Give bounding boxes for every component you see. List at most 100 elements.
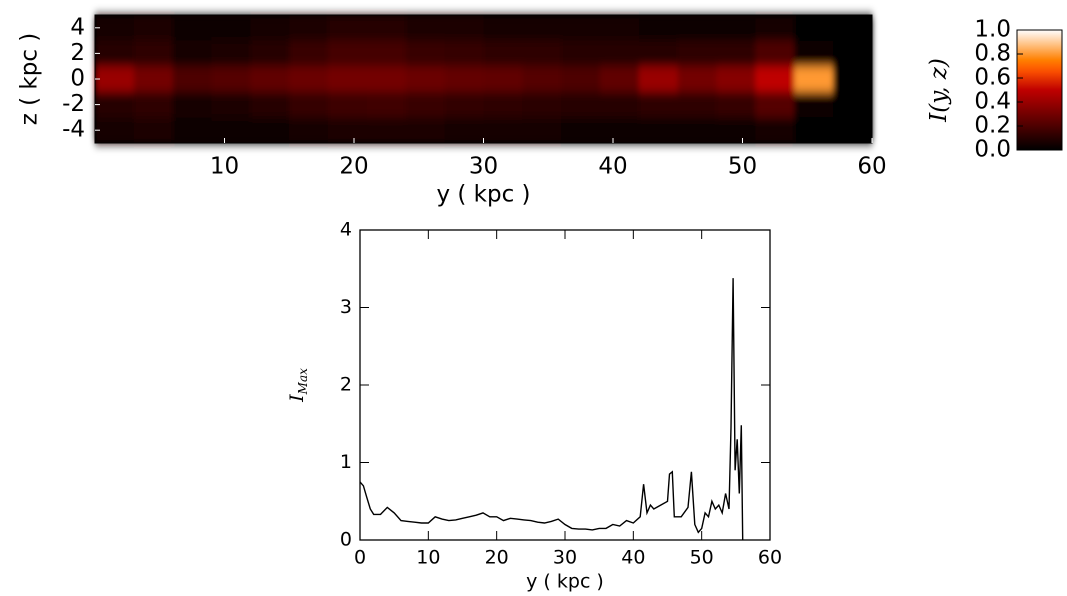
- x-tick-label: 20: [339, 154, 368, 180]
- x-tick-label: 20: [485, 547, 509, 569]
- heatmap-cell: [250, 91, 290, 118]
- heatmap-cell: [133, 15, 174, 42]
- x-tick-label: 50: [728, 154, 757, 180]
- heatmap-cell: [366, 40, 407, 67]
- heatmap-cell: [638, 40, 679, 67]
- heatmap-cell: [755, 91, 795, 118]
- heatmap-cell: [444, 91, 484, 118]
- heatmap-cell: [833, 66, 873, 93]
- heatmap-cell: [250, 15, 290, 42]
- heatmap-cell: [133, 66, 174, 93]
- heatmap-cell: [328, 40, 368, 67]
- heatmap-cell: [561, 91, 601, 118]
- y-tick-label: 4: [340, 219, 352, 241]
- heatmap-cell: [833, 40, 873, 67]
- heatmap-cell: [755, 15, 795, 42]
- heatmap-cell: [172, 40, 213, 67]
- heatmap-cell: [211, 66, 251, 93]
- y-tick-label: 1: [340, 451, 352, 473]
- heatmap-cell: [561, 40, 601, 67]
- heatmap-cell: [794, 40, 834, 67]
- y-tick-label: 3: [340, 296, 352, 318]
- heatmap-cell: [366, 117, 407, 144]
- heatmap-cell: [716, 66, 756, 93]
- heatmap-cell: [444, 15, 484, 42]
- heatmap-cell: [405, 117, 446, 144]
- heatmap-cell: [794, 66, 834, 93]
- x-axis-label: y ( kpc ): [436, 182, 530, 208]
- heatmap-cell: [833, 91, 873, 118]
- heatmap-cell: [289, 66, 329, 93]
- heatmap-cell: [716, 117, 756, 144]
- heatmap-cell: [483, 15, 523, 42]
- heatmap-cell: [716, 91, 756, 118]
- heatmap-cell: [95, 15, 135, 42]
- heatmap-cell: [522, 15, 562, 42]
- heatmap-cell: [833, 15, 873, 42]
- heatmap-cell: [172, 15, 213, 42]
- y-tick-label: 4: [70, 14, 85, 40]
- x-tick-label: 30: [469, 154, 498, 180]
- y-axis-label: IMax: [286, 368, 310, 403]
- heatmap-cell: [522, 40, 562, 67]
- heatmap-cell: [405, 15, 446, 42]
- heatmap-cell: [289, 40, 329, 67]
- heatmap-cell: [95, 66, 135, 93]
- heatmap-cell: [600, 117, 640, 144]
- heatmap-cell: [405, 40, 446, 67]
- heatmap-cell: [794, 117, 834, 144]
- heatmap-cell: [366, 66, 407, 93]
- heatmap-cell: [483, 117, 523, 144]
- colorbar-tick-label: 0.6: [974, 65, 1011, 91]
- y-tick-label: 2: [340, 374, 352, 396]
- heatmap-cell: [444, 117, 484, 144]
- heatmap-cell: [95, 40, 135, 67]
- heatmap-cell: [716, 40, 756, 67]
- heatmap-cell: [405, 66, 446, 93]
- colorbar-tick-label: 0.4: [974, 89, 1011, 115]
- heatmap-cell: [600, 66, 640, 93]
- heatmap-cell: [677, 15, 718, 42]
- x-tick-label: 10: [416, 547, 440, 569]
- heatmap-cell: [716, 15, 756, 42]
- heatmap-cell: [211, 91, 251, 118]
- x-tick-label: 40: [598, 154, 627, 180]
- x-tick-label: 30: [553, 547, 577, 569]
- heatmap-cell: [755, 117, 795, 144]
- y-axis-label-subscript: Max: [296, 368, 310, 395]
- heatmap-cell: [522, 91, 562, 118]
- heatmap-cell: [794, 15, 834, 42]
- x-tick-label: 10: [210, 154, 239, 180]
- heatmap-cell: [95, 117, 135, 144]
- plot-frame: [359, 229, 771, 541]
- y-axis-label-main: I: [286, 394, 308, 403]
- heatmap-cell: [133, 117, 174, 144]
- y-tick-label: -2: [62, 91, 85, 117]
- heatmap-cell: [289, 91, 329, 118]
- heatmap-cell: [638, 91, 679, 118]
- heatmap-cell: [95, 91, 135, 118]
- colorbar-tick-label: 1.0: [974, 17, 1011, 43]
- heatmap-cell: [483, 91, 523, 118]
- heatmap-cell: [600, 15, 640, 42]
- heatmap-cell: [172, 66, 213, 93]
- heatmap-cell: [638, 117, 679, 144]
- x-tick-label: 0: [354, 547, 366, 569]
- x-axis-label: y ( kpc ): [526, 571, 604, 593]
- heatmap-cell: [328, 66, 368, 93]
- heatmap-cell: [677, 66, 718, 93]
- y-tick-label: 0: [340, 529, 352, 551]
- heatmap-cell: [211, 40, 251, 67]
- heatmap-cell: [172, 91, 213, 118]
- heatmap-cell: [483, 66, 523, 93]
- data-line: [359, 278, 744, 541]
- heatmap-cell: [561, 117, 601, 144]
- heatmap-cell: [755, 66, 795, 93]
- y-tick-label: 2: [70, 40, 85, 66]
- heatmap-cell: [289, 15, 329, 42]
- heatmap-cell: [561, 15, 601, 42]
- heatmap-cell: [328, 91, 368, 118]
- heatmap-cell: [638, 15, 679, 42]
- heatmap-cell: [677, 40, 718, 67]
